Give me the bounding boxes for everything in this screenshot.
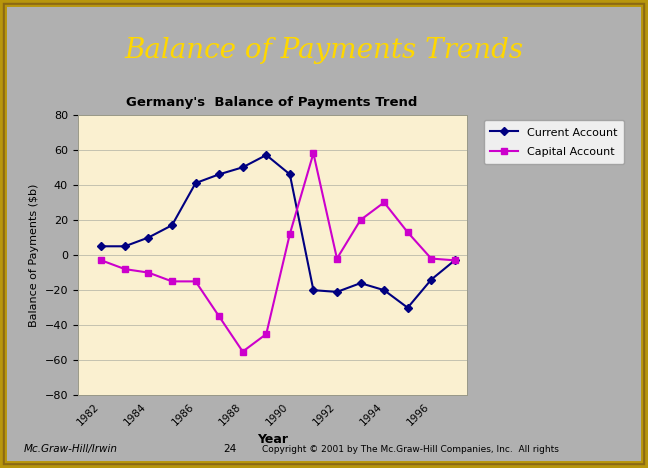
Capital Account <box>286 231 294 237</box>
Current Account <box>121 243 129 249</box>
Capital Account <box>262 331 270 337</box>
Capital Account <box>97 257 105 263</box>
Current Account <box>97 243 105 249</box>
Capital Account <box>356 217 364 223</box>
Current Account <box>310 287 318 293</box>
Capital Account <box>121 266 129 272</box>
Current Account <box>333 289 341 295</box>
Text: Copyright © 2001 by The Mc.Graw-Hill Companies, Inc.  All rights: Copyright © 2001 by The Mc.Graw-Hill Com… <box>262 445 559 454</box>
Current Account <box>215 172 223 177</box>
Current Account <box>262 152 270 158</box>
Text: Balance of Payments Trends: Balance of Payments Trends <box>124 37 524 64</box>
Line: Capital Account: Capital Account <box>98 150 458 355</box>
Capital Account <box>310 150 318 156</box>
Y-axis label: Balance of Payments ($b): Balance of Payments ($b) <box>29 183 39 327</box>
Text: 24: 24 <box>224 445 237 454</box>
Capital Account <box>404 229 411 235</box>
Capital Account <box>380 199 388 205</box>
Capital Account <box>239 349 247 354</box>
Capital Account <box>451 257 459 263</box>
Capital Account <box>168 278 176 284</box>
Line: Current Account: Current Account <box>98 152 458 311</box>
Current Account <box>380 287 388 293</box>
X-axis label: Year: Year <box>257 433 288 446</box>
Capital Account <box>192 278 200 284</box>
Current Account <box>286 172 294 177</box>
Title: Germany's  Balance of Payments Trend: Germany's Balance of Payments Trend <box>126 96 418 110</box>
Current Account <box>356 280 364 286</box>
Capital Account <box>215 314 223 319</box>
Capital Account <box>333 256 341 261</box>
Text: Mc.Graw-Hill/Irwin: Mc.Graw-Hill/Irwin <box>24 445 118 454</box>
Current Account <box>404 305 411 311</box>
Capital Account <box>145 270 152 275</box>
Legend: Current Account, Capital Account: Current Account, Capital Account <box>484 120 624 164</box>
Current Account <box>168 222 176 228</box>
Current Account <box>239 164 247 170</box>
Current Account <box>145 234 152 241</box>
Current Account <box>192 180 200 186</box>
Current Account <box>427 277 435 282</box>
Capital Account <box>427 256 435 261</box>
Current Account <box>451 257 459 263</box>
